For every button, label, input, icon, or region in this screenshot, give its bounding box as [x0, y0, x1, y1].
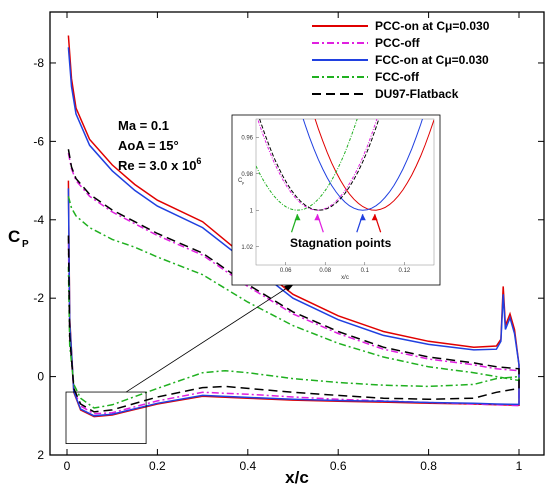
legend-label: DU97-Flatback [375, 87, 459, 101]
y-tick-label: -2 [33, 291, 44, 305]
y-axis-title: C [8, 227, 20, 246]
inset-x-tick-label: 0.06 [280, 268, 292, 274]
inset-x-axis-title: x/c [341, 275, 349, 281]
inset-y-tick-label: 1.02 [241, 245, 253, 251]
plot-frame [49, 11, 545, 456]
inset-curve [259, 119, 380, 211]
zoom-region-box [65, 391, 147, 444]
stagnation-arrowhead [294, 214, 301, 221]
inset-x-tick-label: 0.1 [361, 268, 370, 274]
y-axis-title-subscript: P [22, 239, 29, 250]
inset-curve [256, 119, 358, 211]
mach-number: Ma = 0.1 [118, 118, 169, 133]
y-tick-label: -8 [33, 56, 44, 70]
y-tick-label: 2 [37, 448, 44, 462]
x-tick-label: 0.8 [420, 459, 437, 473]
legend-label: FCC-on at Cμ=0.030 [375, 53, 489, 67]
inset-arrow-layer [290, 214, 382, 233]
stagnation-arrowhead [371, 214, 378, 221]
inset-curve [314, 119, 434, 211]
series-line [67, 152, 520, 415]
reynolds-base: Re = 3.0 x 10 [118, 158, 196, 173]
stagnation-arrowhead [314, 214, 321, 221]
series-line [67, 47, 520, 417]
inset-background [231, 114, 441, 286]
tick-group: 0 0.2 0.4 0.6 0.8 1 -8 -6 -4 -2 0 2 [33, 12, 544, 473]
inset-curve-layer [256, 119, 434, 211]
reynolds-number: Re = 3.0 x 106 [118, 156, 201, 173]
x-tick-label: 0 [64, 459, 71, 473]
stagnation-arrowhead [359, 214, 366, 221]
y-tick-label: 0 [37, 370, 44, 384]
series-line [67, 196, 520, 409]
inset-plot: 0.06 0.08 0.1 0.12 0.96 0.98 1 1.02 C p x/c Sta… [231, 114, 441, 286]
legend-label: PCC-off [375, 36, 421, 50]
x-axis-title: x/c [285, 468, 309, 487]
inset-tick-group: 0.06 0.08 0.1 0.12 0.96 0.98 1 1.02 [241, 135, 411, 274]
x-tick-label: 0.6 [330, 459, 347, 473]
stagnation-points-label: Stagnation points [290, 236, 392, 250]
x-tick-label: 1 [516, 459, 523, 473]
flow-conditions: Ma = 0.1 AoA = 15° Re = 3.0 x 106 [118, 118, 201, 173]
inset-x-tick-label: 0.12 [398, 268, 410, 274]
inset-curve [302, 119, 423, 211]
inset-curve [257, 119, 378, 211]
y-tick-label: -6 [33, 134, 44, 148]
inset-y-tick-label: 0.98 [241, 172, 253, 178]
inset-y-axis-subscript: p [242, 180, 245, 185]
reynolds-exponent: 6 [196, 156, 201, 166]
zoom-leader-arrowhead [284, 284, 294, 291]
series-line [67, 149, 520, 413]
x-tick-label: 0.4 [239, 459, 256, 473]
zoom-leader-line [125, 285, 291, 393]
inset-x-tick-label: 0.08 [319, 268, 331, 274]
inset-y-axis-title: C [238, 178, 243, 184]
inset-y-tick-label: 0.96 [241, 135, 253, 141]
inset-y-tick-label: 1 [250, 208, 254, 214]
legend: PCC-on at Cμ=0.030 PCC-off FCC-on at Cμ=0.… [312, 19, 490, 101]
x-tick-label: 0.2 [149, 459, 166, 473]
legend-label: PCC-on at Cμ=0.030 [375, 19, 490, 33]
angle-of-attack: AoA = 15° [118, 138, 179, 153]
series-layer [67, 35, 520, 418]
legend-label: FCC-off [375, 70, 420, 84]
y-tick-label: -4 [33, 213, 44, 227]
inset-axes-frame [255, 118, 435, 266]
